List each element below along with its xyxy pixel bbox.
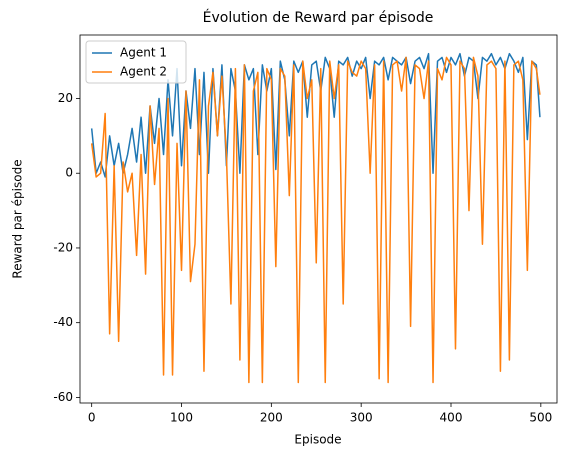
plot-frame [79,34,558,404]
legend-label: Agent 2 [120,65,167,79]
x-tick-label: 300 [350,411,373,425]
x-tick-label: 100 [170,411,193,425]
y-axis-label: Reward par épisode [11,159,25,278]
y-tick-label: -20 [53,240,73,254]
y-tick-label: 0 [65,166,73,180]
legend-label: Agent 1 [120,46,167,60]
x-tick-label: 0 [88,411,96,425]
series-line [90,56,541,384]
series-line [90,52,541,178]
y-tick-label: 20 [58,91,73,105]
y-tick-label: -40 [53,315,73,329]
y-tick-label: -60 [53,390,73,404]
x-tick-label: 500 [529,411,552,425]
x-tick-label: 400 [440,411,463,425]
x-axis-label: Episode [294,433,341,447]
x-tick-label: 200 [260,411,283,425]
chart-title: Évolution de Reward par épisode [203,9,434,26]
